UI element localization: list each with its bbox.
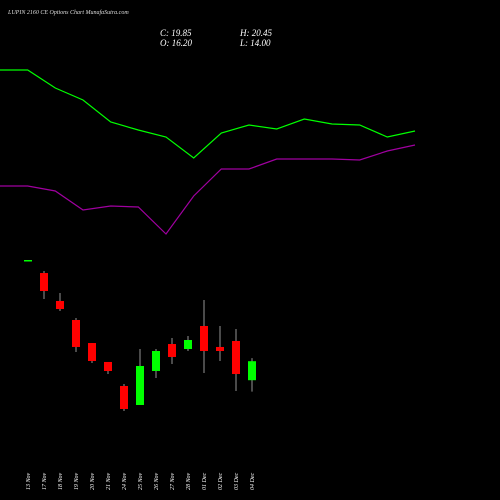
candle-body	[216, 346, 224, 351]
info-close: C: 19.85	[160, 28, 192, 38]
candle-body	[232, 340, 240, 375]
candle-body	[184, 340, 192, 350]
info-low: L: 14.00	[239, 38, 271, 48]
candle-body	[24, 260, 32, 262]
candle-body	[56, 300, 64, 310]
x-tick-label: 03 Dec	[234, 473, 240, 490]
x-tick-label: 21 Nov	[106, 472, 112, 490]
x-tick-label: 04 Dec	[249, 473, 256, 490]
info-open: O: 16.20	[160, 38, 192, 48]
candle-body	[136, 365, 144, 405]
chart-title: LUPIN 2160 CE Options Chart MunafaSutra.…	[7, 9, 129, 16]
x-tick-label: 25 Nov	[138, 472, 144, 490]
candle-body	[168, 344, 176, 357]
candle-body	[120, 385, 128, 410]
x-tick-label: 02 Dec	[218, 473, 224, 490]
candle-body	[88, 343, 96, 361]
line-series	[0, 144, 416, 235]
info-high: H: 20.45	[239, 28, 272, 38]
candle-body	[40, 273, 48, 291]
x-tick-label: 26 Nov	[154, 472, 160, 490]
candle-body	[248, 361, 256, 381]
candle-body	[72, 320, 80, 347]
x-tick-label: 28 Nov	[186, 472, 192, 490]
x-tick-label: 27 Nov	[170, 472, 176, 490]
x-tick-label: 24 Nov	[121, 472, 128, 490]
candle-body	[104, 361, 112, 371]
x-tick-label: 19 Nov	[74, 472, 80, 490]
candle-body	[200, 325, 208, 351]
x-tick-label: 01 Dec	[202, 473, 208, 490]
x-tick-label: 13 Nov	[26, 472, 32, 490]
x-tick-label: 18 Nov	[58, 472, 64, 490]
candle-body	[152, 350, 160, 371]
line-series	[0, 69, 416, 159]
x-tick-label: 17 Nov	[42, 472, 48, 490]
x-tick-label: 20 Nov	[90, 472, 96, 490]
